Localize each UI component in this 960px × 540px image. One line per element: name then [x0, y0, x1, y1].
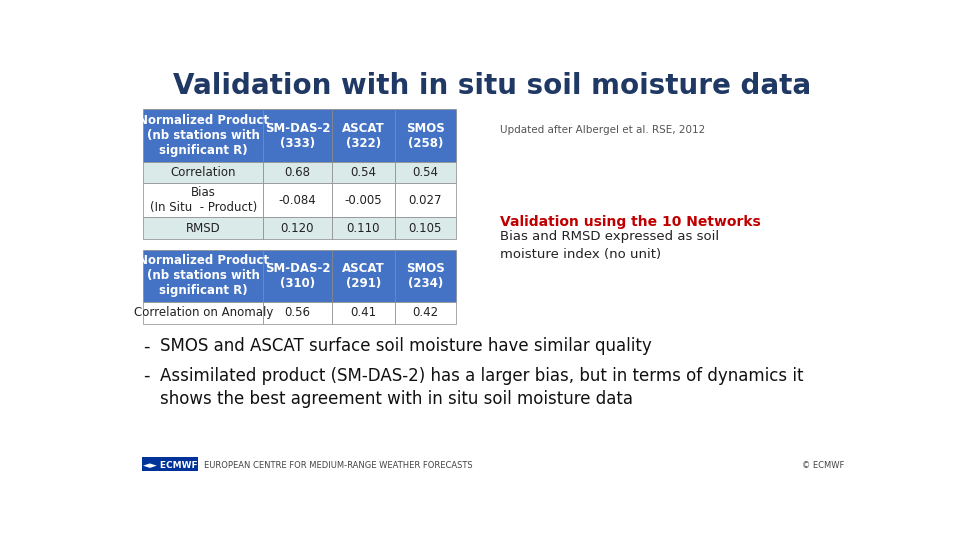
Bar: [143, 249, 263, 302]
Bar: [263, 249, 331, 302]
Bar: [396, 217, 456, 239]
Text: Validation using the 10 Networks: Validation using the 10 Networks: [500, 215, 760, 229]
Bar: [263, 184, 331, 217]
Bar: [331, 184, 396, 217]
Bar: [143, 162, 263, 184]
Bar: [143, 110, 263, 162]
Bar: [396, 249, 456, 302]
Bar: [143, 302, 263, 323]
Text: Updated after Albergel et al. RSE, 2012: Updated after Albergel et al. RSE, 2012: [500, 125, 705, 135]
Text: RMSD: RMSD: [186, 221, 221, 234]
Text: -: -: [143, 338, 150, 355]
Text: Assimilated product (SM-DAS-2) has a larger bias, but in terms of dynamics it
sh: Assimilated product (SM-DAS-2) has a lar…: [160, 367, 804, 408]
Bar: [142, 457, 198, 470]
Bar: [396, 302, 456, 323]
Bar: [331, 110, 396, 162]
Bar: [396, 110, 456, 162]
Text: 0.110: 0.110: [347, 221, 380, 234]
Text: 0.54: 0.54: [413, 166, 439, 179]
Bar: [263, 217, 331, 239]
Text: SMOS
(258): SMOS (258): [406, 122, 444, 150]
Text: 0.027: 0.027: [409, 194, 443, 207]
Text: 0.56: 0.56: [284, 306, 310, 319]
Text: SM-DAS-2
(333): SM-DAS-2 (333): [265, 122, 330, 150]
Text: -: -: [143, 367, 150, 384]
Text: ◄► ECMWF: ◄► ECMWF: [143, 461, 198, 470]
Text: SM-DAS-2
(310): SM-DAS-2 (310): [265, 262, 330, 290]
Text: 0.54: 0.54: [350, 166, 376, 179]
Text: 0.120: 0.120: [280, 221, 314, 234]
Bar: [331, 249, 396, 302]
Text: Normalized Product
(nb stations with
significant R): Normalized Product (nb stations with sig…: [137, 254, 269, 298]
Text: EUROPEAN CENTRE FOR MEDIUM-RANGE WEATHER FORECASTS: EUROPEAN CENTRE FOR MEDIUM-RANGE WEATHER…: [204, 461, 472, 470]
Bar: [143, 184, 263, 217]
Text: 0.42: 0.42: [412, 306, 439, 319]
Bar: [331, 217, 396, 239]
Text: Normalized Product
(nb stations with
significant R): Normalized Product (nb stations with sig…: [137, 114, 269, 157]
Text: ASCAT
(322): ASCAT (322): [342, 122, 385, 150]
Bar: [263, 162, 331, 184]
Bar: [331, 162, 396, 184]
Text: SMOS
(234): SMOS (234): [406, 262, 444, 290]
Bar: [263, 110, 331, 162]
Text: © ECMWF: © ECMWF: [803, 461, 845, 470]
Text: 0.68: 0.68: [284, 166, 310, 179]
Text: -0.084: -0.084: [278, 194, 317, 207]
Bar: [263, 302, 331, 323]
Text: Correlation on Anomaly: Correlation on Anomaly: [133, 306, 273, 319]
Bar: [396, 162, 456, 184]
Bar: [331, 302, 396, 323]
Text: Bias and RMSD expressed as soil
moisture index (no unit): Bias and RMSD expressed as soil moisture…: [500, 231, 719, 261]
Text: Correlation: Correlation: [171, 166, 236, 179]
Bar: [143, 217, 263, 239]
Text: Validation with in situ soil moisture data: Validation with in situ soil moisture da…: [173, 72, 811, 100]
Text: 0.41: 0.41: [350, 306, 376, 319]
Text: ASCAT
(291): ASCAT (291): [342, 262, 385, 290]
Text: -0.005: -0.005: [345, 194, 382, 207]
Text: 0.105: 0.105: [409, 221, 442, 234]
Bar: [396, 184, 456, 217]
Text: SMOS and ASCAT surface soil moisture have similar quality: SMOS and ASCAT surface soil moisture hav…: [160, 338, 652, 355]
Text: Bias
(In Situ  - Product): Bias (In Situ - Product): [150, 186, 257, 214]
